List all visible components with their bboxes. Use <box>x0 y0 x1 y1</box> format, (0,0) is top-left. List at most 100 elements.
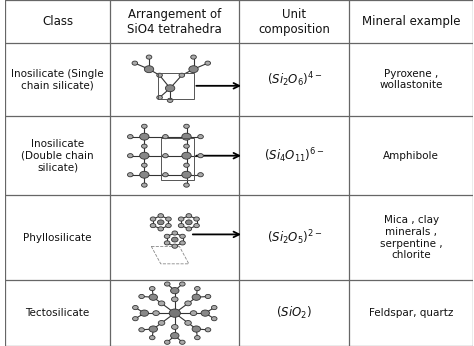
Circle shape <box>172 297 178 302</box>
Circle shape <box>192 326 201 332</box>
Circle shape <box>178 217 184 221</box>
Circle shape <box>157 95 163 100</box>
Circle shape <box>149 336 155 340</box>
Circle shape <box>149 326 157 332</box>
Circle shape <box>205 61 210 65</box>
Circle shape <box>211 306 217 310</box>
Circle shape <box>128 135 133 139</box>
Circle shape <box>142 144 147 148</box>
Circle shape <box>158 227 164 231</box>
Circle shape <box>172 231 178 235</box>
Circle shape <box>158 213 164 218</box>
Circle shape <box>167 98 173 102</box>
Circle shape <box>165 217 171 221</box>
Bar <box>161 138 193 180</box>
Circle shape <box>157 220 164 225</box>
Circle shape <box>205 294 211 299</box>
Circle shape <box>146 55 152 59</box>
Circle shape <box>184 124 189 128</box>
Circle shape <box>194 224 200 228</box>
Circle shape <box>186 213 191 218</box>
Circle shape <box>153 311 159 316</box>
Circle shape <box>163 154 168 158</box>
Circle shape <box>139 294 145 299</box>
Circle shape <box>140 152 149 159</box>
Text: Inosilicate
(Double chain
silicate): Inosilicate (Double chain silicate) <box>21 139 94 172</box>
Circle shape <box>192 294 201 300</box>
Circle shape <box>186 227 191 231</box>
Circle shape <box>182 171 191 178</box>
Circle shape <box>165 85 175 92</box>
Circle shape <box>180 282 185 286</box>
Text: Mica , clay
minerals ,
serpentine ,
chlorite: Mica , clay minerals , serpentine , chlo… <box>380 216 443 260</box>
Circle shape <box>150 224 156 228</box>
Text: Phyllosilicate: Phyllosilicate <box>23 233 92 243</box>
Circle shape <box>172 325 178 329</box>
Circle shape <box>140 171 149 178</box>
Circle shape <box>194 336 200 340</box>
Circle shape <box>133 317 138 321</box>
Circle shape <box>172 237 178 242</box>
Text: Pyroxene ,
wollastonite: Pyroxene , wollastonite <box>380 69 443 90</box>
Circle shape <box>128 173 133 177</box>
Circle shape <box>164 282 170 286</box>
Text: Arrangement of
SiO4 tetrahedra: Arrangement of SiO4 tetrahedra <box>128 8 222 36</box>
Circle shape <box>205 328 211 332</box>
Circle shape <box>142 124 147 128</box>
Text: Unit
composition: Unit composition <box>258 8 330 36</box>
Circle shape <box>157 73 163 78</box>
Circle shape <box>128 154 133 158</box>
Circle shape <box>184 144 189 148</box>
Circle shape <box>198 173 203 177</box>
Circle shape <box>190 311 197 316</box>
Circle shape <box>149 286 155 291</box>
Text: $(Si_2O_5)^{2-}$: $(Si_2O_5)^{2-}$ <box>266 228 322 247</box>
Text: $(Si_4O_{11})^{6-}$: $(Si_4O_{11})^{6-}$ <box>264 146 325 165</box>
Circle shape <box>158 301 165 306</box>
Circle shape <box>182 133 191 140</box>
Circle shape <box>211 317 217 321</box>
Circle shape <box>201 310 210 316</box>
Text: Amphibole: Amphibole <box>383 151 439 161</box>
Circle shape <box>150 217 156 221</box>
Circle shape <box>139 328 145 332</box>
Circle shape <box>178 224 184 228</box>
Circle shape <box>194 286 200 291</box>
Bar <box>158 73 193 99</box>
Text: Tectosilicate: Tectosilicate <box>26 308 90 318</box>
Text: Mineral example: Mineral example <box>362 15 461 28</box>
Circle shape <box>165 224 171 228</box>
Circle shape <box>191 55 196 59</box>
Circle shape <box>198 154 203 158</box>
Circle shape <box>145 66 154 73</box>
Circle shape <box>164 340 170 344</box>
Circle shape <box>198 135 203 139</box>
Circle shape <box>185 220 192 225</box>
Circle shape <box>189 66 198 73</box>
Circle shape <box>132 61 137 65</box>
Text: $(Si_2O_6)^{4-}$: $(Si_2O_6)^{4-}$ <box>266 70 322 89</box>
Circle shape <box>140 133 149 140</box>
Circle shape <box>185 301 191 306</box>
Circle shape <box>164 234 170 238</box>
Circle shape <box>180 241 185 245</box>
Text: Class: Class <box>42 15 73 28</box>
Circle shape <box>180 340 185 344</box>
Circle shape <box>142 163 147 167</box>
Circle shape <box>171 288 179 294</box>
Circle shape <box>142 183 147 187</box>
Circle shape <box>163 173 168 177</box>
Circle shape <box>140 310 148 316</box>
Circle shape <box>182 152 191 159</box>
Circle shape <box>133 306 138 310</box>
Circle shape <box>179 73 185 78</box>
Circle shape <box>171 333 179 339</box>
Circle shape <box>180 234 185 238</box>
Circle shape <box>158 320 165 325</box>
Circle shape <box>194 217 200 221</box>
Circle shape <box>169 309 181 317</box>
Text: Inosilicate (Single
chain silicate): Inosilicate (Single chain silicate) <box>11 69 104 90</box>
Circle shape <box>164 241 170 245</box>
Circle shape <box>149 294 157 300</box>
Circle shape <box>184 183 189 187</box>
